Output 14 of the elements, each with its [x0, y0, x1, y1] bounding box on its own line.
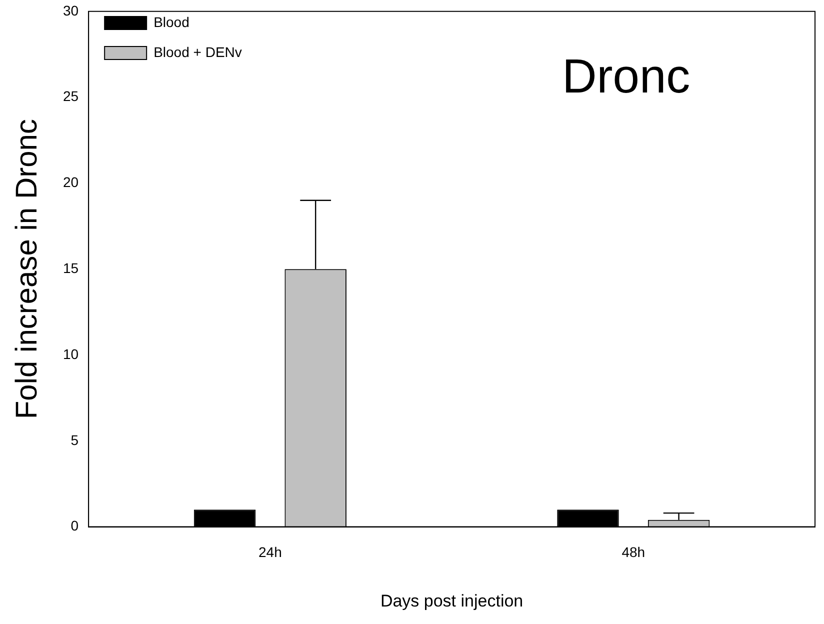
legend-label: Blood + DENv — [154, 44, 242, 60]
y-tick-label: 20 — [62, 174, 79, 190]
x-tick-label: 48h — [622, 544, 646, 560]
y-tick-label: 5 — [70, 432, 79, 448]
y-tick-label: 25 — [62, 88, 79, 104]
y-tick-label: 0 — [70, 518, 79, 534]
y-axis-title: Fold increase in Dronc — [10, 119, 44, 420]
x-tick-label: 24h — [258, 544, 282, 560]
y-tick-label: 30 — [62, 2, 79, 18]
x-axis-title: Days post injection — [380, 591, 524, 610]
text: Dronc — [562, 50, 690, 104]
legend-label: Blood — [154, 14, 190, 30]
y-tick-label: 10 — [62, 346, 79, 362]
y-tick-label: 15 — [62, 260, 79, 276]
